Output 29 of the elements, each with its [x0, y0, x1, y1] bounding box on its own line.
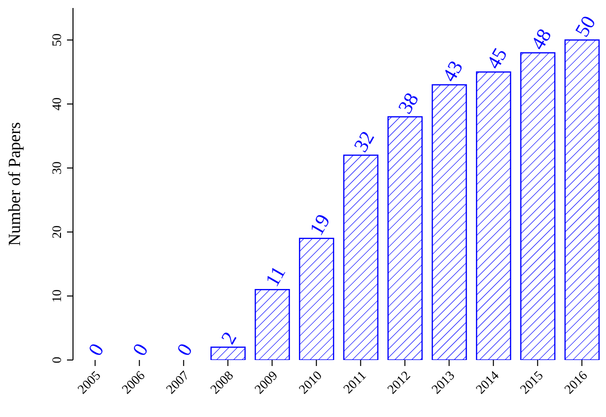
data-label: 45: [482, 44, 512, 73]
data-label: 38: [394, 89, 424, 118]
data-label: 50: [571, 12, 600, 41]
data-label: 0: [84, 340, 109, 360]
y-axis-title: Number of Papers: [5, 122, 24, 246]
data-label: 0: [128, 340, 153, 360]
bar: [564, 39, 600, 360]
bar: [476, 71, 512, 360]
y-tick-label: 10: [49, 290, 64, 302]
bar: [210, 346, 246, 360]
bar: [520, 52, 556, 360]
bar: [432, 84, 467, 360]
data-label: 48: [527, 25, 556, 54]
data-label: 19: [306, 210, 335, 240]
data-label: 0: [173, 340, 198, 360]
y-tick-label: 30: [49, 162, 64, 174]
y-tick-label: 20: [49, 226, 64, 238]
y-tick-label: 50: [49, 34, 64, 46]
y-tick-label: 0: [49, 356, 64, 364]
bar: [387, 116, 423, 360]
data-label: 11: [262, 262, 290, 290]
bar: [298, 238, 334, 360]
data-label: 43: [438, 57, 468, 86]
data-label: 32: [350, 128, 380, 156]
data-label: 2: [217, 328, 242, 348]
bar: [254, 289, 290, 360]
x-tick-label: 2011: [340, 368, 369, 396]
y-tick-label: 40: [49, 98, 64, 110]
bar: [343, 154, 378, 360]
